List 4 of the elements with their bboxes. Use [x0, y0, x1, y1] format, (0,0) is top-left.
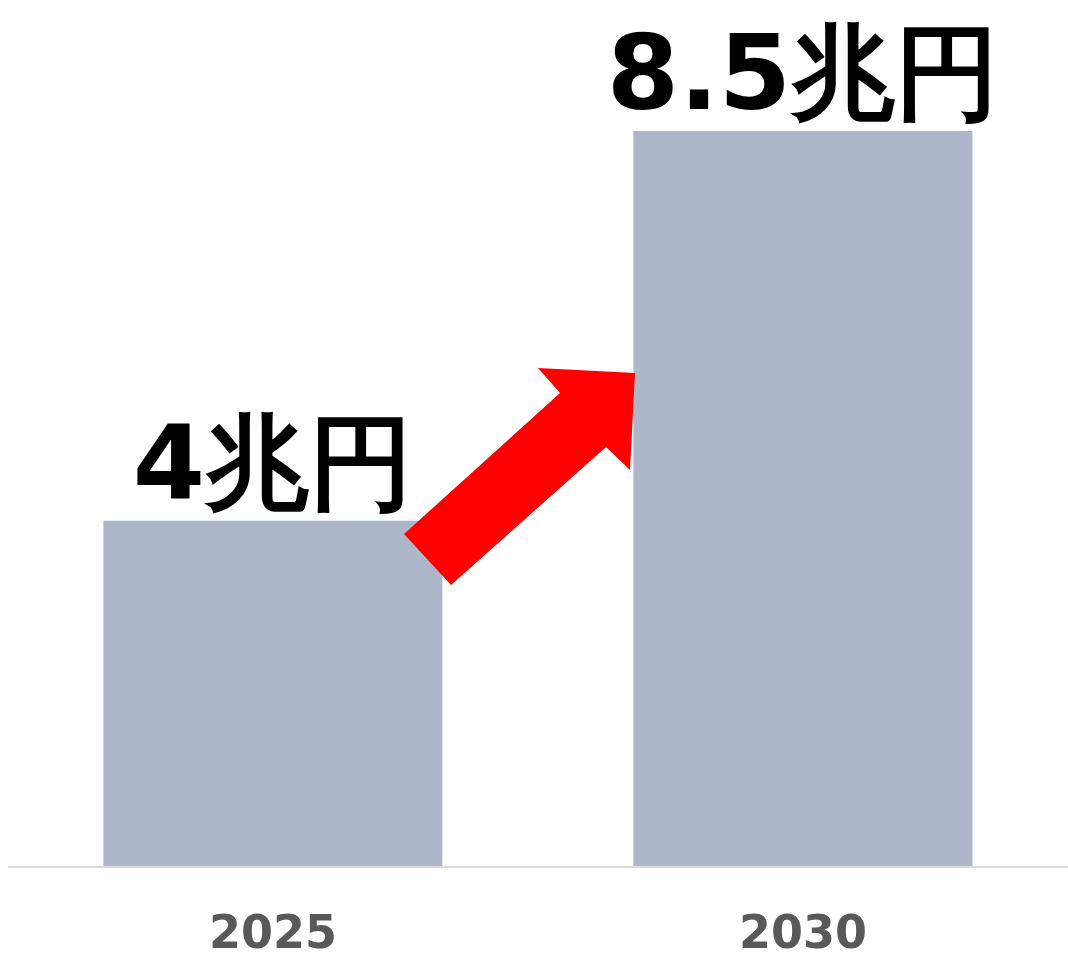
data-label: 4兆円	[132, 401, 414, 524]
x-tick-label: 2025	[208, 904, 338, 959]
x-tick-label: 2030	[738, 904, 868, 959]
data-label: 8.5兆円	[606, 12, 1000, 134]
